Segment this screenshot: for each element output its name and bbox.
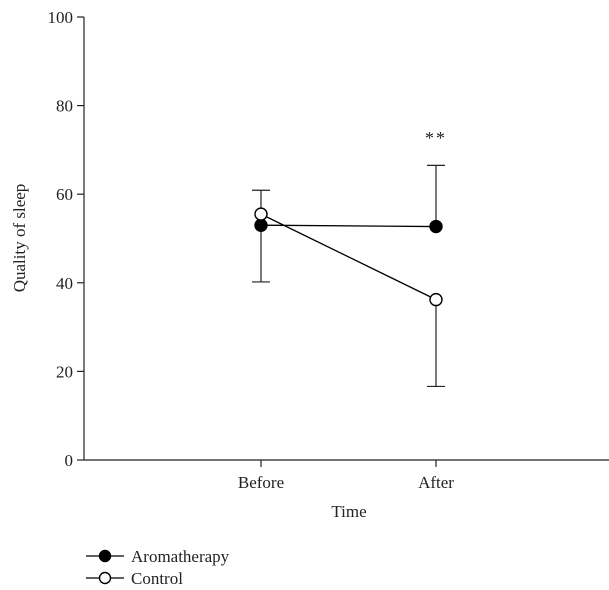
legend-marker	[98, 549, 112, 563]
y-tick-label: 100	[48, 8, 74, 27]
error-bars	[252, 164, 445, 388]
data-point-control	[429, 292, 443, 307]
legend-label: Aromatherapy	[131, 547, 230, 566]
y-tick-label: 60	[56, 185, 73, 204]
y-tick-label: 0	[65, 451, 74, 470]
series-lines	[260, 213, 437, 301]
legend-label: Control	[131, 569, 183, 588]
x-tick-label: Before	[238, 473, 284, 492]
y-tick-label: 40	[56, 274, 73, 293]
significance-marker: **	[425, 128, 447, 148]
y-axis-label: Quality of sleep	[10, 184, 29, 293]
x-ticks: Before After	[238, 460, 454, 492]
series-line-control	[260, 213, 437, 301]
y-tick-label: 20	[56, 362, 73, 381]
x-tick-label: After	[418, 473, 454, 492]
data-point-aromatherapy	[254, 218, 268, 232]
series-line-aromatherapy	[260, 224, 437, 228]
x-axis-label: Time	[331, 502, 366, 521]
data-points	[254, 207, 443, 307]
data-point-control	[254, 207, 268, 221]
legend-marker	[98, 571, 112, 585]
data-point-aromatherapy	[429, 219, 443, 234]
legend: Aromatherapy Control	[86, 547, 230, 588]
y-tick-label: 80	[56, 97, 73, 116]
axes	[83, 17, 609, 461]
y-ticks: 0 20 40 60 80 100	[48, 8, 84, 470]
annotations: **	[425, 128, 447, 148]
